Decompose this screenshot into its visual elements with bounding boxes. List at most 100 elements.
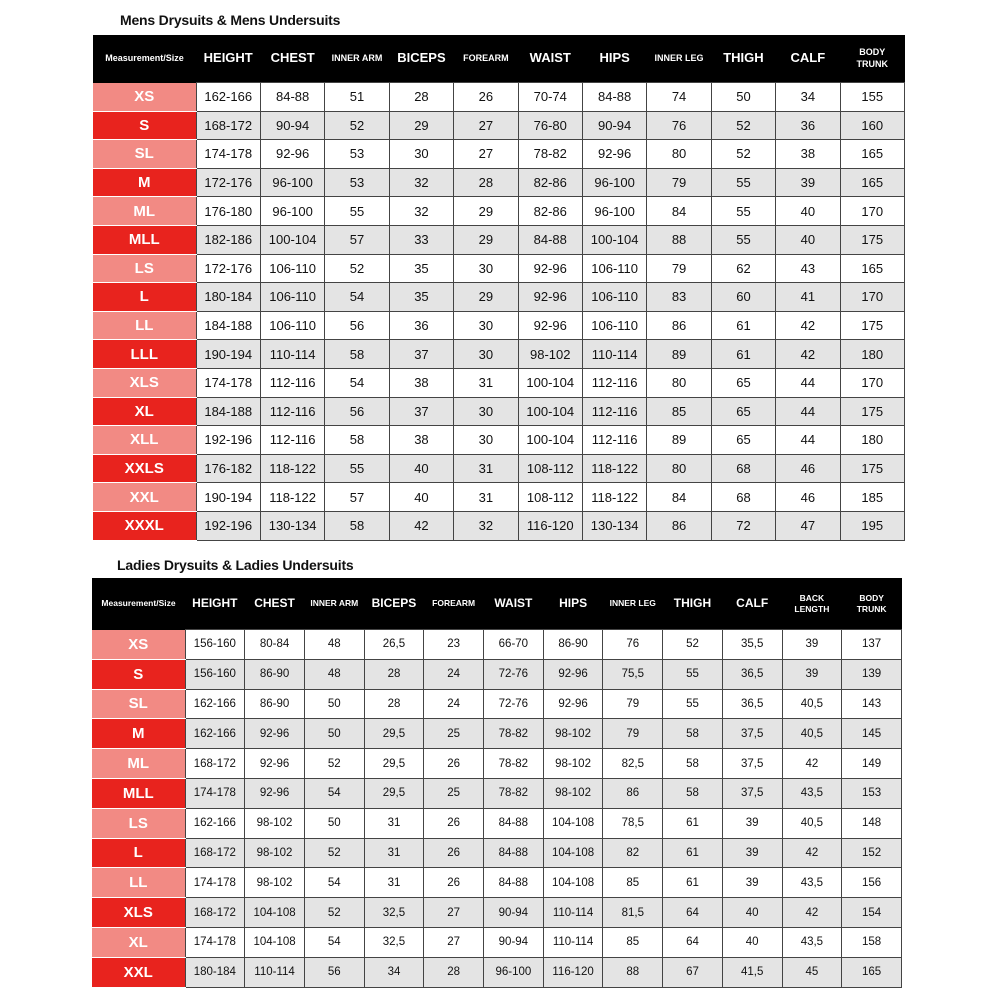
cell-thigh: 52 — [662, 629, 723, 660]
cell-chest: 96-100 — [259, 196, 326, 226]
cell-hips: 90-94 — [581, 110, 648, 141]
cell-thigh: 58 — [662, 777, 723, 809]
cell-height: 172-176 — [195, 167, 261, 198]
cell-forearm: 30 — [453, 339, 519, 369]
cell-height: 182-186 — [195, 224, 261, 255]
column-header-back-length: BACK LENGTH — [782, 578, 842, 630]
table-row: LLL 190-194 110-114 58 37 30 98-102 110-114 89 61… — [93, 339, 906, 369]
cell-inner-arm: 55 — [324, 453, 390, 484]
cell-calf: 40 — [775, 224, 841, 255]
cell-forearm: 30 — [453, 396, 519, 427]
column-header-height: HEIGHT — [196, 35, 261, 83]
cell-biceps: 31 — [363, 807, 425, 839]
size-label: XXL — [93, 482, 196, 512]
column-header-biceps: BICEPS — [389, 35, 454, 83]
table-row: ML 168-172 92-96 52 29,5 26 78-82 98-102 82,5 58 3… — [92, 748, 902, 779]
cell-waist: 66-70 — [483, 629, 544, 660]
cell-hips: 112-116 — [581, 425, 648, 455]
cell-biceps: 26,5 — [363, 629, 425, 660]
cell-forearm: 29 — [453, 224, 519, 255]
cell-forearm: 28 — [423, 956, 485, 988]
cell-inner-arm: 56 — [324, 310, 390, 341]
cell-waist: 78-82 — [517, 139, 583, 169]
cell-inner-arm: 58 — [324, 510, 390, 541]
cell-inner-arm: 52 — [324, 253, 390, 284]
cell-calf: 41,5 — [721, 956, 783, 988]
column-header-forearm: FOREARM — [453, 35, 519, 83]
cell-chest: 90-94 — [259, 110, 326, 141]
cell-body-trunk: 165 — [839, 167, 906, 198]
cell-inner-leg: 75,5 — [602, 658, 664, 690]
size-label: S — [92, 659, 185, 690]
cell-calf: 42 — [775, 310, 841, 341]
cell-chest: 104-108 — [244, 897, 305, 928]
cell-body-trunk: 160 — [839, 110, 906, 141]
cell-biceps: 36 — [388, 310, 455, 341]
cell-inner-leg: 89 — [646, 339, 712, 369]
cell-inner-leg: 85 — [646, 396, 712, 427]
cell-calf: 35,5 — [721, 629, 783, 660]
cell-height: 168-172 — [184, 897, 246, 928]
cell-forearm: 31 — [453, 482, 519, 512]
size-label: XLS — [92, 897, 185, 928]
cell-inner-leg: 85 — [602, 867, 664, 899]
cell-back-length: 39 — [781, 629, 843, 660]
column-header-body-trunk: BODY TRUNK — [840, 35, 905, 83]
cell-inner-arm: 54 — [324, 282, 390, 312]
column-header-height: HEIGHT — [185, 578, 245, 630]
cell-biceps: 38 — [388, 367, 455, 398]
cell-inner-arm: 48 — [303, 658, 365, 690]
cell-calf: 46 — [775, 453, 841, 484]
column-header-hips: HIPS — [543, 578, 603, 630]
cell-waist: 100-104 — [517, 425, 583, 455]
cell-height: 162-166 — [184, 807, 246, 839]
cell-calf: 34 — [775, 82, 841, 112]
size-label: LS — [93, 254, 196, 284]
cell-calf: 44 — [775, 425, 841, 455]
cell-inner-arm: 55 — [324, 196, 390, 226]
cell-hips: 96-100 — [581, 196, 648, 226]
cell-inner-leg: 78,5 — [602, 807, 664, 839]
cell-waist: 116-120 — [517, 510, 583, 541]
size-label: M — [93, 168, 196, 198]
cell-biceps: 32 — [388, 167, 455, 198]
table-row: L 180-184 106-110 54 35 29 92-96 106-110 83 60 41 1… — [93, 282, 906, 312]
cell-calf: 40 — [721, 926, 783, 958]
cell-inner-leg: 86 — [602, 777, 664, 809]
cell-height: 156-160 — [184, 658, 246, 690]
cell-thigh: 72 — [710, 510, 777, 541]
cell-inner-leg: 88 — [602, 956, 664, 988]
cell-forearm: 26 — [423, 867, 485, 899]
ladies-size-table: Measurement/Size HEIGHT CHEST INNER ARM BICE… — [92, 578, 902, 988]
cell-back-length: 45 — [781, 956, 843, 988]
column-header-calf: CALF — [722, 578, 783, 630]
cell-thigh: 61 — [662, 807, 723, 839]
table-row: XLL 192-196 112-116 58 38 30 100-104 112-116 89 6… — [93, 425, 906, 455]
cell-inner-leg: 83 — [646, 282, 712, 312]
cell-hips: 112-116 — [581, 367, 648, 398]
cell-height: 168-172 — [184, 748, 246, 779]
column-header-biceps: BICEPS — [364, 578, 424, 630]
cell-calf: 46 — [775, 482, 841, 512]
cell-calf: 39 — [721, 837, 783, 869]
cell-waist: 82-86 — [517, 167, 583, 198]
cell-height: 174-178 — [184, 777, 246, 809]
cell-hips: 92-96 — [581, 139, 648, 169]
cell-calf: 38 — [775, 139, 841, 169]
cell-forearm: 24 — [423, 688, 485, 720]
cell-inner-leg: 82,5 — [602, 748, 664, 779]
cell-forearm: 26 — [423, 807, 485, 839]
mens-table-title: Mens Drysuits & Mens Undersuits — [120, 12, 341, 28]
cell-body-trunk: 165 — [841, 956, 902, 988]
cell-back-length: 43,5 — [781, 926, 843, 958]
cell-thigh: 64 — [662, 897, 723, 928]
cell-waist: 92-96 — [517, 282, 583, 312]
cell-hips: 106-110 — [581, 310, 648, 341]
cell-thigh: 65 — [710, 367, 777, 398]
table-row: LL 184-188 106-110 56 36 30 92-96 106-110 86 61 42… — [93, 310, 906, 341]
cell-inner-arm: 58 — [324, 339, 390, 369]
cell-body-trunk: 185 — [839, 482, 906, 512]
cell-inner-leg: 79 — [646, 167, 712, 198]
cell-height: 190-194 — [195, 482, 261, 512]
cell-back-length: 42 — [781, 897, 843, 928]
